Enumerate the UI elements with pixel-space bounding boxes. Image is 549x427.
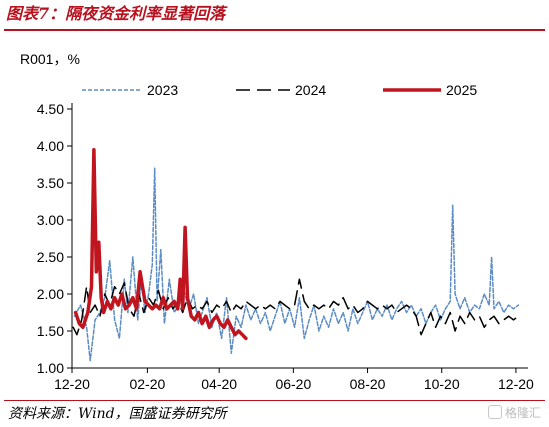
legend-label-2023: 2023: [147, 82, 178, 98]
watermark-logo-icon: [487, 405, 502, 419]
y-tick-label: 4.00: [37, 138, 64, 154]
x-tick-label: 02-20: [129, 376, 165, 392]
y-tick-label: 1.00: [37, 360, 64, 376]
series-line-2024: [72, 278, 520, 336]
y-tick-label: 2.50: [37, 249, 64, 265]
legend-label-2024: 2024: [295, 82, 326, 98]
x-tick-label: 12-20: [498, 376, 534, 392]
y-tick-label: 1.50: [37, 323, 64, 339]
source-note: 资料来源：Wind，国盛证券研究所: [8, 406, 227, 422]
x-tick-label: 06-20: [275, 376, 311, 392]
y-tick-label: 2.00: [37, 286, 64, 302]
r001-line-chart: 1.00 1.50 2.00 2.50 3.00 3.50 4.00 4.50 12-20 02-…: [37, 82, 534, 392]
y-tick-label: 3.50: [37, 175, 64, 191]
x-tick-label: 08-20: [350, 376, 386, 392]
legend-label-2025: 2025: [446, 82, 477, 98]
series-line-2023: [73, 167, 520, 362]
source-divider: [4, 400, 545, 401]
figure-title: 图表7：隔夜资金利率显著回落: [6, 4, 226, 23]
y-tick-label: 3.00: [37, 212, 64, 228]
y-tick-label: 4.50: [37, 101, 64, 117]
y-axis-label: R001，%: [20, 51, 80, 67]
x-tick-label: 04-20: [201, 376, 237, 392]
x-tick-label: 12-20: [54, 376, 90, 392]
watermark-text: 格隆汇: [504, 406, 541, 420]
x-tick-label: 10-20: [424, 376, 460, 392]
series-line-2025: [73, 147, 248, 341]
watermark: 格隆汇: [487, 404, 541, 421]
title-divider: [4, 29, 545, 31]
